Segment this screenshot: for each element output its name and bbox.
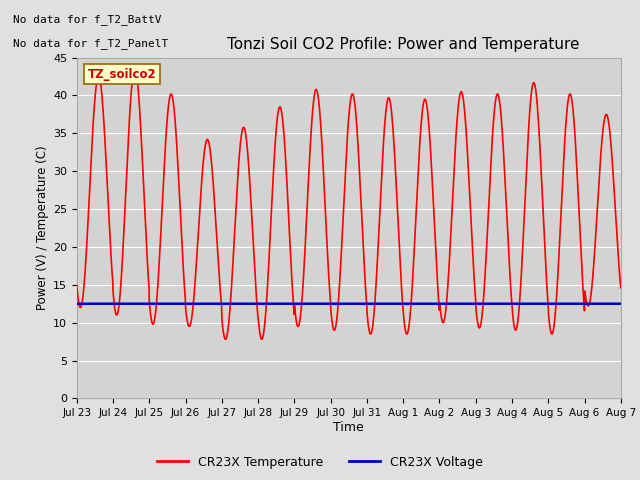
- Text: No data for f_T2_BattV: No data for f_T2_BattV: [13, 14, 161, 25]
- X-axis label: Time: Time: [333, 421, 364, 434]
- Text: TZ_soilco2: TZ_soilco2: [88, 68, 156, 81]
- Title: Tonzi Soil CO2 Profile: Power and Temperature: Tonzi Soil CO2 Profile: Power and Temper…: [227, 37, 579, 52]
- Legend: CR23X Temperature, CR23X Voltage: CR23X Temperature, CR23X Voltage: [152, 451, 488, 474]
- Text: No data for f_T2_PanelT: No data for f_T2_PanelT: [13, 38, 168, 49]
- Y-axis label: Power (V) / Temperature (C): Power (V) / Temperature (C): [36, 146, 49, 310]
